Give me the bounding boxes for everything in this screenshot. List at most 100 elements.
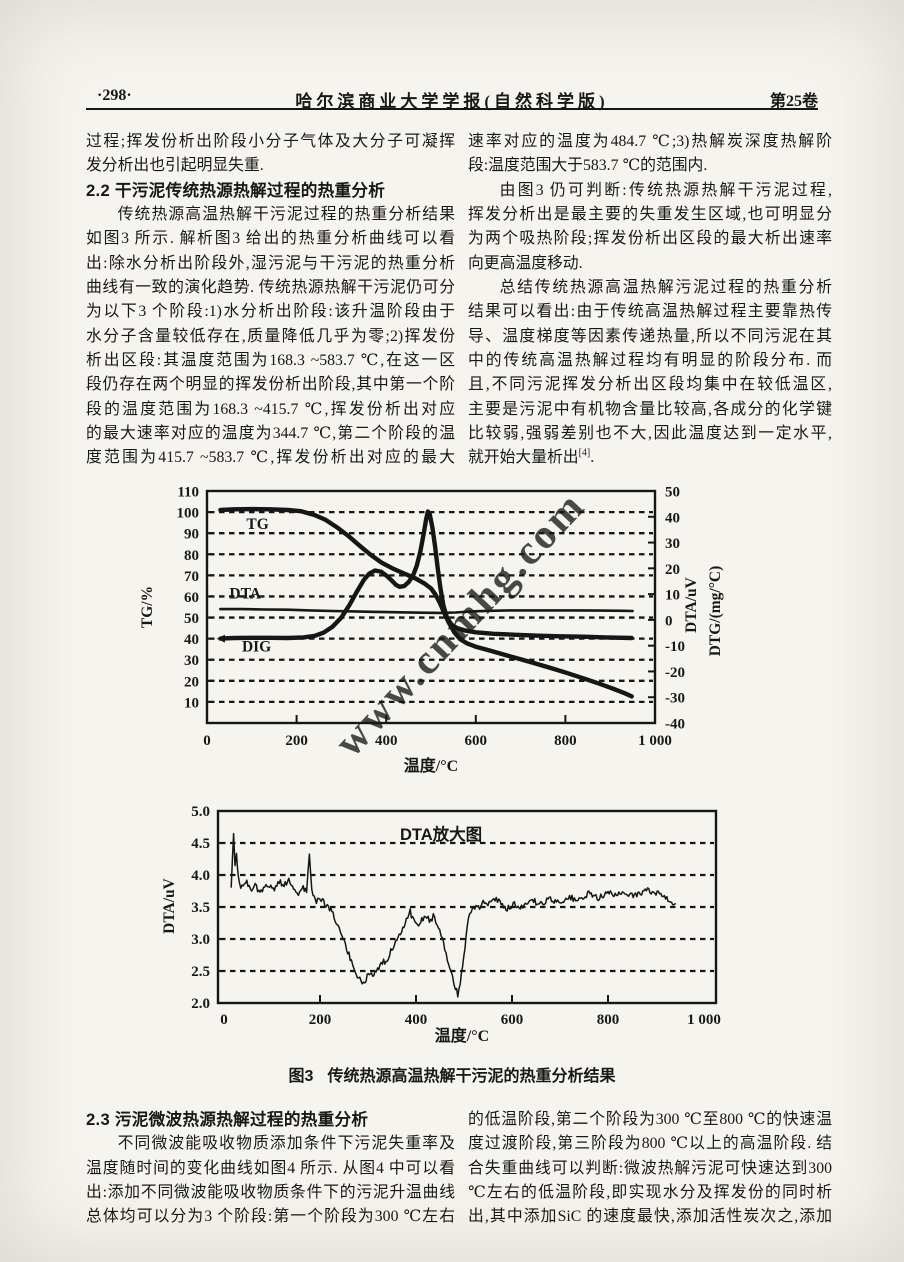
text-line: 主要是污泥中有机物含量比较高,各成分的化学键	[468, 400, 832, 418]
y-tick-label: 4.0	[191, 868, 210, 884]
text-line: 的最大速率对应的温度为344.7 ℃,第二个阶段的温	[86, 425, 455, 443]
text-line: 出,其中添加SiC 的速度最快,添加活性炭次之,添加	[468, 1208, 832, 1226]
left-tick-label: 50	[184, 611, 199, 627]
x-tick-label: 0	[220, 1012, 228, 1028]
x-axis-title: 温度/°C	[434, 1026, 489, 1045]
reference-superscript: [4]	[578, 448, 591, 460]
text-line: 度范围为415.7 ~583.7 ℃,挥发份析出对应的最大	[86, 449, 455, 467]
y-tick-label: 2.0	[191, 996, 210, 1012]
series-dta-zoom	[230, 832, 676, 998]
volume-label: 第25卷	[769, 93, 818, 110]
x-tick-label: 600	[465, 733, 488, 749]
right-tick-label: 0	[665, 613, 673, 629]
right-tick-label: 40	[665, 510, 680, 526]
text-line: 段仍存在两个明显的挥发份析出阶段,其中第一个阶	[86, 376, 455, 394]
column-top-right: 速率对应的温度为484.7 ℃;3)热解炭深度热解阶 段:温度范围大于583.7 …	[468, 130, 832, 471]
x-tick-label: 200	[309, 1012, 332, 1028]
x-tick-label: 200	[285, 733, 308, 749]
column-bottom-right: 的低温阶段,第二个阶段为300 ℃至800 ℃的快速温 度过渡阶段,第三阶段为80…	[468, 1108, 832, 1230]
text-line: 段的温度范围为168.3 ~415.7 ℃,挥发份析出对应	[86, 400, 455, 418]
text-line: 的低温阶段,第二个阶段为300 ℃至800 ℃的快速温	[468, 1111, 832, 1128]
page-number: ·298·	[97, 87, 132, 104]
x-tick-label: 1 000	[687, 1012, 721, 1028]
text-line: 段:温度范围大于583.7 ℃的范围内.	[468, 157, 708, 175]
left-tick-label: 40	[184, 632, 199, 648]
left-tick-label: 70	[184, 569, 199, 585]
right-tick-label: 20	[665, 562, 680, 578]
x-tick-label: 800	[554, 733, 577, 749]
y-tick-label: 3.5	[191, 900, 210, 916]
column-bottom-left: 2.3 污泥微波热源热解过程的热重分析不同微波能吸收物质添加条件下污泥失重率及温…	[86, 1108, 455, 1230]
x-tick-label: 0	[203, 733, 211, 749]
text-line: 且,不同污泥挥发分析出区段均集中在较低温区,	[468, 376, 832, 394]
text-line: 总结传统热源高温热解污泥过程的热重分析	[499, 279, 832, 297]
left-tick-label: 30	[184, 653, 199, 669]
text-line: 中的传统高温热解过程均有明显的阶段分布. 而	[468, 352, 832, 370]
left-tick-label: 60	[184, 590, 199, 606]
section-heading: 2.2 干污泥传统热源热解过程的热重分析	[86, 180, 386, 200]
series-dta	[219, 607, 634, 615]
text-line: 发分析出也引起明显失重.	[86, 157, 264, 175]
text-line: 不同微波能吸收物质添加条件下污泥失重率及	[117, 1135, 455, 1153]
y-tick-label: 4.5	[191, 836, 210, 852]
text-line: 为两个吸热阶段;挥发份析出区段的最大析出速率	[468, 230, 832, 248]
y-axis-title: DTA/uV	[161, 877, 178, 934]
figure3-tg-dta-dtg-chart: 11010090807060504030201050403020100-10-2…	[139, 482, 724, 775]
x-tick-label: 400	[405, 1012, 428, 1028]
text-line: 就开始大量析出[4].	[468, 448, 595, 467]
left-tick-label: 110	[177, 485, 199, 501]
text-line: 水分子含量较低存在,质量降低几乎为零;2)挥发份	[86, 327, 455, 345]
text-line: 为以下3 个阶段:1)水分析出阶段:该升温阶段由于	[86, 303, 455, 321]
y-tick-label: 2.5	[191, 964, 210, 980]
right-tick-label: -20	[665, 665, 685, 681]
left-axis-title: TG/%	[139, 586, 156, 628]
right-tick-label: 10	[665, 588, 680, 604]
right-axis-title: DTA/uV	[683, 576, 700, 633]
text-line: 出:除水分析出阶段外,湿污泥与干污泥的热重分析	[86, 254, 455, 272]
text-line: 向更高温度移动.	[468, 254, 583, 272]
right-tick-label: -30	[665, 691, 685, 707]
series-label-dta: DTA	[229, 586, 261, 603]
right-tick-label: 30	[665, 536, 680, 552]
text-line: 曲线有一致的演化趋势. 传统热源热解干污泥仍可分	[86, 279, 455, 297]
x-tick-label: 800	[597, 1012, 620, 1028]
figure3-caption: 图3 传统热源高温热解干污泥的热重分析结果	[0, 1062, 904, 1086]
x-tick-label: 400	[375, 733, 398, 749]
text-line: 导、温度梯度等因素传递热量,所以不同污泥在其	[468, 327, 832, 345]
figure-number: 图3	[288, 1068, 314, 1085]
x-tick-label: 600	[501, 1012, 524, 1028]
text-line: 传统热源高温热解干污泥过程的热重分析结果	[117, 206, 455, 224]
plot-border	[205, 489, 657, 725]
text-line: 如图3 所示. 解析图3 给出的热重分析曲线可以看	[86, 230, 455, 248]
dig-arrowhead	[216, 634, 225, 643]
header-rule	[86, 108, 818, 110]
text-line: 温度随时间的变化曲线如图4 所示. 从图4 中可以看	[86, 1159, 455, 1177]
text-line: 总体均可以分为3 个阶段:第一个阶段为300 ℃左右	[86, 1208, 455, 1226]
figure-title: 传统热源高温热解干污泥的热重分析结果	[327, 1068, 616, 1085]
right-axis-title: DTG/(mg/°C)	[707, 566, 724, 657]
x-tick-label: 1 000	[638, 733, 672, 749]
text-line: 析出区段:其温度范围为168.3 ~583.7 ℃,在这一区	[86, 352, 455, 370]
right-tick-label: -40	[665, 717, 685, 733]
y-tick-label: 3.0	[191, 932, 210, 948]
left-tick-label: 90	[184, 527, 199, 543]
chart-title: DTA放大图	[400, 824, 482, 844]
text-line: ℃左右的低温阶段,即实现水分及挥发份的同时析	[468, 1184, 832, 1202]
journal-title: 哈尔滨商业大学学报(自然科学版)	[295, 92, 609, 111]
column-top-left: 过程;挥发份析出阶段小分子气体及大分子可凝挥 发分析出也引起明显失重. 2.2 干污…	[86, 130, 455, 471]
text-line: 结果可以看出:由于传统高温热解过程主要靠热传	[468, 303, 832, 321]
section-heading: 2.3 污泥微波热源热解过程的热重分析	[86, 1110, 369, 1129]
x-axis-title: 温度/°C	[403, 756, 458, 775]
series-label-dig: DIG	[242, 638, 271, 655]
series-tg	[218, 506, 634, 699]
text-line: 速率对应的温度为484.7 ℃;3)热解炭深度热解阶	[468, 133, 832, 150]
figure3-dta-zoom-chart: 5.0 4.5 4.0 3.5 3.0 2.5 2.0 0 200 400 600 800 1 000 D…	[161, 804, 721, 1045]
text-line: 比较弱,强弱差别也不大,因此温度达到一定水平,	[468, 425, 832, 443]
text-line: 出:添加不同微波能吸收物质条件下的污泥升温曲线	[86, 1184, 455, 1202]
left-tick-label: 80	[184, 548, 199, 564]
left-tick-label: 10	[184, 695, 199, 711]
left-tick-label: 100	[177, 506, 200, 522]
series-label-tg: TG	[246, 516, 268, 533]
right-tick-label: 50	[665, 485, 680, 501]
